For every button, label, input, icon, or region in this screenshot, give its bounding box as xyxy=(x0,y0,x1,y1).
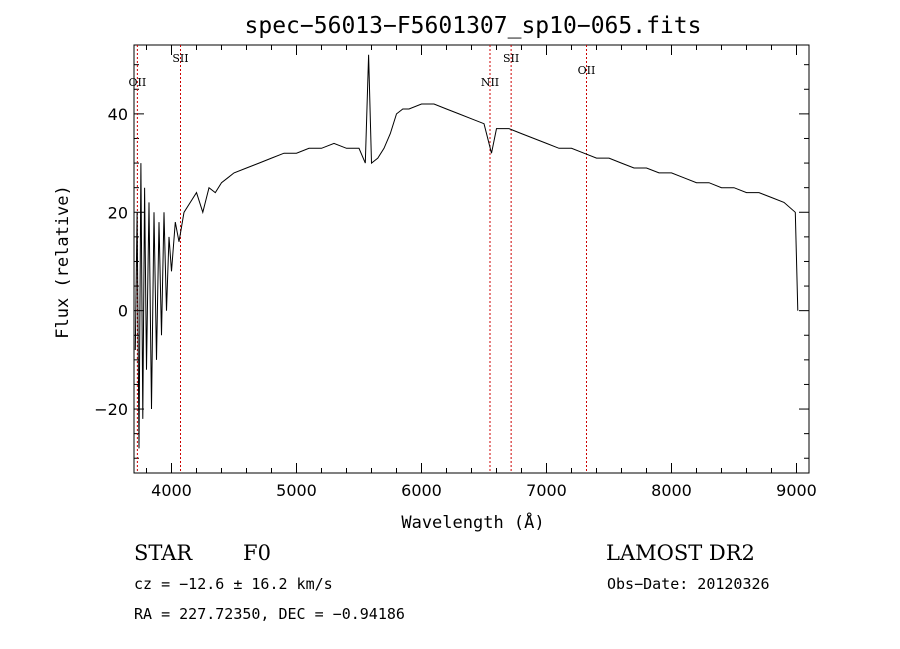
x-tick-label: 8000 xyxy=(651,481,692,500)
y-axis-label: Flux (relative) xyxy=(53,185,73,339)
x-axis-label: Wavelength (Å) xyxy=(401,511,544,533)
y-tick-label: −20 xyxy=(94,400,128,419)
obs-date: Obs−Date: 20120326 xyxy=(607,575,770,593)
y-tick-label: 20 xyxy=(108,203,128,222)
x-tick-label: 6000 xyxy=(401,481,442,500)
emission-line-label: OII xyxy=(578,64,596,77)
emission-line-label: NII xyxy=(481,76,499,89)
x-tick-label: 4000 xyxy=(151,481,192,500)
x-tick-label: 9000 xyxy=(776,481,817,500)
emission-line-label: SII xyxy=(172,52,188,65)
redshift-text: cz = −12.6 ± 16.2 km/s xyxy=(134,575,333,593)
x-tick-label: 5000 xyxy=(276,481,317,500)
survey-name: LAMOST DR2 xyxy=(606,541,755,565)
coordinates: RA = 227.72350, DEC = −0.94186 xyxy=(134,605,405,623)
emission-line-label: OII xyxy=(129,76,147,89)
plot-frame xyxy=(133,44,810,474)
object-class: STAR xyxy=(134,541,193,565)
spectrum-line xyxy=(134,54,799,449)
object-subclass: F0 xyxy=(243,541,271,565)
x-tick-label: 7000 xyxy=(526,481,567,500)
y-tick-label: 0 xyxy=(118,302,128,321)
plot-area: 4000 5000 6000 7000 8000 9000 −20 0 20 40 OII SII NI… xyxy=(94,44,817,500)
chart-title: spec−56013−F5601307_sp10−065.fits xyxy=(245,13,702,39)
y-tick-label: 40 xyxy=(108,105,128,124)
emission-line-label: SII xyxy=(503,52,519,65)
